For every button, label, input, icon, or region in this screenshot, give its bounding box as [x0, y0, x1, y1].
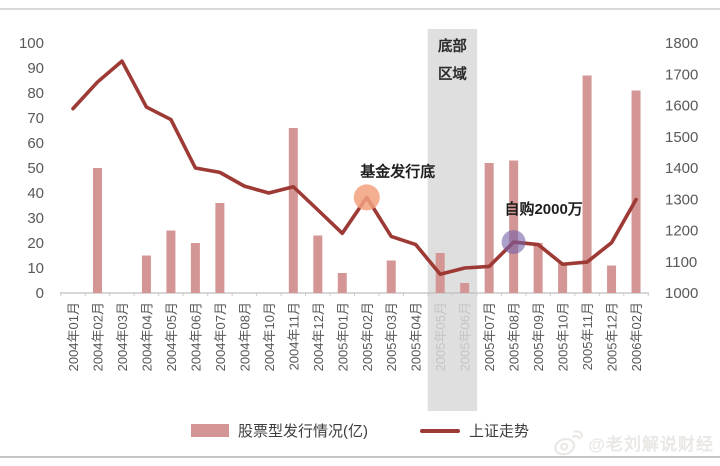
highlight-band — [427, 29, 478, 411]
bar — [166, 230, 176, 293]
line-series-label: 上证走势 — [468, 423, 529, 440]
x-axis-label: 2005年03月 — [384, 302, 399, 371]
left-axis-tick-label: 40 — [27, 185, 44, 202]
bar-series-swatch — [190, 424, 229, 437]
right-axis-tick-label: 1800 — [665, 35, 698, 52]
right-axis-tick-label: 1100 — [665, 254, 697, 271]
bar — [92, 168, 102, 293]
left-axis-tick-label: 100 — [19, 35, 44, 52]
left-axis-tick-label: 60 — [27, 135, 44, 152]
right-axis-tick-label: 1700 — [665, 66, 698, 83]
right-axis-tick-label: 1500 — [665, 129, 698, 146]
x-axis-label: 2005年09月 — [531, 302, 546, 371]
x-axis-label: 2006年02月 — [629, 302, 644, 371]
line-series — [71, 59, 638, 277]
x-axis-label: 2004年12月 — [311, 302, 326, 371]
legend-item-line: 上证走势 — [419, 420, 529, 441]
bar — [509, 160, 519, 293]
bar — [215, 203, 225, 293]
bar — [288, 128, 298, 293]
weibo-logo-icon — [554, 430, 584, 456]
annotation-label: 基金发行底 — [359, 162, 435, 180]
x-axis-label: 2005年07月 — [482, 302, 497, 371]
x-axis-label: 2004年03月 — [115, 302, 130, 371]
bar — [337, 273, 347, 293]
bar — [558, 263, 568, 293]
x-axis-label: 2005年12月 — [605, 302, 620, 371]
bar — [533, 243, 543, 293]
right-axis-tick-label: 1200 — [665, 223, 698, 240]
line-series-swatch — [419, 428, 460, 433]
combo-chart: 2004年01月 2004年02月 2004年03月 2004年04月 2004年05月… — [19, 29, 698, 411]
watermark: @老刘解说财经 — [553, 429, 714, 456]
bar — [582, 75, 592, 293]
bar — [460, 283, 470, 293]
bar — [607, 265, 617, 293]
left-axis-tick-label: 80 — [27, 85, 44, 102]
x-axis-label: 2004年05月 — [164, 302, 179, 371]
left-axis-tick-label: 20 — [27, 235, 44, 252]
legend-item-bars: 股票型发行情况(亿) — [190, 420, 368, 441]
left-axis-tick-label: 30 — [27, 210, 44, 227]
bar — [313, 235, 323, 293]
left-axis-tick-label: 0 — [36, 285, 44, 302]
x-axis-label: 2005年04月 — [409, 302, 424, 371]
x-axis-label: 2005年02月 — [360, 302, 375, 371]
x-axis-label: 2005年01月 — [335, 302, 350, 371]
bar — [484, 163, 494, 293]
annotation-label: 自购2000万 — [504, 200, 582, 218]
right-axis-tick-label: 1600 — [665, 98, 698, 115]
bar — [190, 243, 200, 293]
top-divider — [0, 8, 720, 10]
band-label: 底部 — [438, 37, 467, 55]
bar — [141, 255, 151, 293]
bar — [386, 260, 396, 293]
x-axis-label: 2005年11月 — [580, 302, 595, 370]
right-axis-tick-label: 1000 — [665, 285, 698, 302]
x-axis-label: 2004年06月 — [188, 302, 203, 371]
bottom-divider — [0, 456, 720, 458]
right-axis-tick-label: 1300 — [665, 191, 698, 208]
left-axis-tick-label: 10 — [27, 260, 44, 277]
x-axis-label: 2004年02月 — [90, 302, 105, 371]
x-axis-label: 2004年10月 — [262, 302, 277, 371]
x-axis-label: 2004年07月 — [213, 302, 228, 371]
right-axis-tick-label: 1400 — [665, 160, 698, 177]
watermark-text: @老刘解说财经 — [588, 435, 714, 454]
band-label: 区域 — [438, 65, 467, 83]
left-axis-tick-label: 90 — [27, 60, 44, 77]
x-axis-label: 2005年08月 — [507, 302, 522, 371]
left-axis-tick-label: 50 — [27, 160, 44, 177]
self-purchase-marker — [501, 230, 526, 255]
x-axis-label: 2005年10月 — [556, 302, 571, 371]
bar-series-label: 股票型发行情况(亿) — [237, 423, 368, 440]
x-axis-label: 2004年04月 — [139, 302, 154, 371]
x-axis-label: 2004年11月 — [286, 302, 301, 370]
fund-issue-bottom-marker — [353, 184, 380, 211]
x-axis-label: 2004年01月 — [66, 302, 81, 371]
bar — [631, 90, 641, 293]
x-axis-label: 2004年08月 — [237, 302, 252, 371]
left-axis-tick-label: 70 — [27, 110, 44, 127]
chart-legend: 股票型发行情况(亿) 上证走势 — [0, 420, 720, 441]
